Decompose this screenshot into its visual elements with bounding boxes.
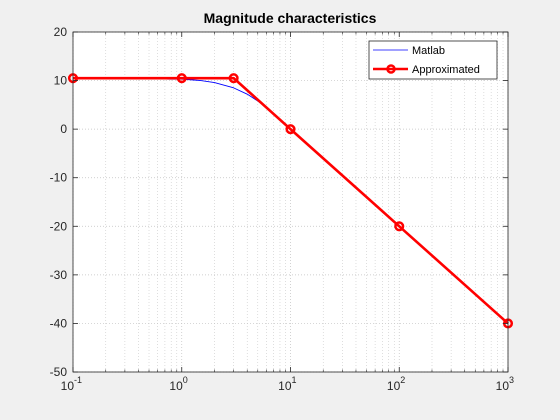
- x-tick-label: 10: [387, 379, 401, 393]
- legend-approximated-marker: [386, 64, 396, 74]
- legend: Matlab Approximated: [368, 40, 498, 80]
- x-tick-label: 10: [278, 379, 292, 393]
- x-tick-label-exponent: 2: [400, 375, 405, 385]
- x-tick-label-exponent: 0: [183, 375, 188, 385]
- x-tick-label-exponent: 1: [292, 375, 297, 385]
- x-tick-label: 10: [496, 379, 510, 393]
- x-axis-tick-labels: 10 -1 10 0 10 1 10 2 10 3: [61, 375, 514, 393]
- x-tick-label: 10: [169, 379, 183, 393]
- series-approximated-line: [73, 76, 509, 325]
- series-approximated-marker: [285, 124, 296, 135]
- y-tick-label: -40: [50, 316, 68, 330]
- series-layer: [67, 73, 514, 329]
- plot-area: [73, 32, 508, 372]
- y-tick-label: -10: [50, 171, 68, 185]
- x-tick-label-exponent: -1: [74, 375, 82, 385]
- y-tick-label: -50: [50, 365, 68, 379]
- x-tick-label-exponent: 3: [509, 375, 514, 385]
- x-tick-label: 10: [61, 379, 75, 393]
- series-approximated-marker: [394, 221, 405, 232]
- y-tick-label: 10: [54, 74, 68, 88]
- y-axis-tick-labels: 20 10 0 -10 -20 -30 -40 -50: [50, 25, 68, 379]
- legend-matlab-label: Matlab: [412, 45, 445, 57]
- y-tick-label: -20: [50, 219, 68, 233]
- axis-ticks: [72, 31, 509, 373]
- legend-approximated-label: Approximated: [412, 64, 480, 76]
- series-approximated-marker: [228, 73, 239, 84]
- y-tick-label: 20: [54, 25, 68, 39]
- chart-title: Magnitude characteristics: [204, 10, 377, 26]
- y-tick-label: -30: [50, 268, 68, 282]
- y-tick-label: 0: [60, 122, 67, 136]
- series-approximated-marker: [176, 73, 187, 84]
